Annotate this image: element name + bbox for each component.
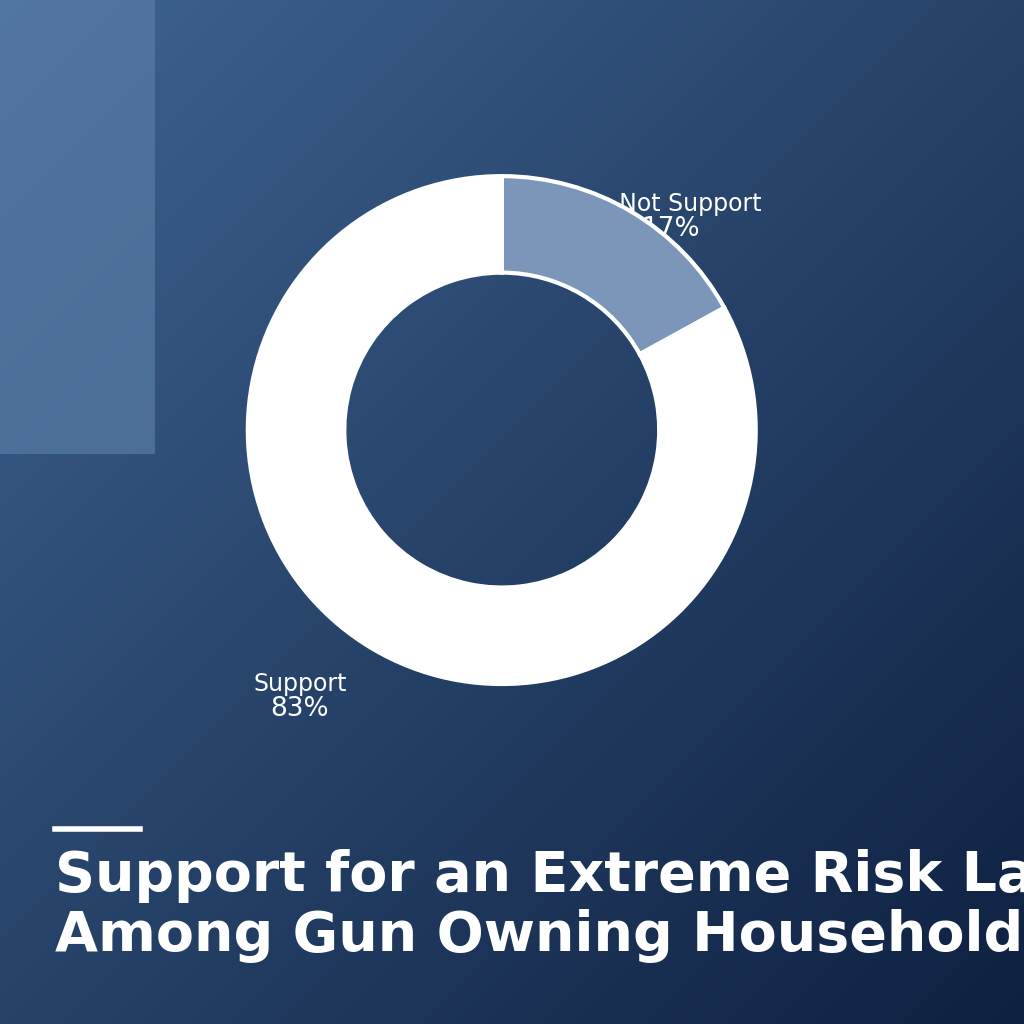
Text: Support for an Extreme Risk Law: Support for an Extreme Risk Law	[55, 849, 1024, 903]
Text: Support: Support	[253, 672, 347, 696]
Wedge shape	[502, 176, 724, 354]
Bar	[0, 0, 155, 454]
Text: 17%: 17%	[641, 216, 699, 242]
Text: 83%: 83%	[270, 696, 330, 722]
Text: Among Gun Owning Households: Among Gun Owning Households	[55, 909, 1024, 963]
Wedge shape	[248, 176, 756, 684]
Text: Do Not Support: Do Not Support	[579, 193, 761, 216]
